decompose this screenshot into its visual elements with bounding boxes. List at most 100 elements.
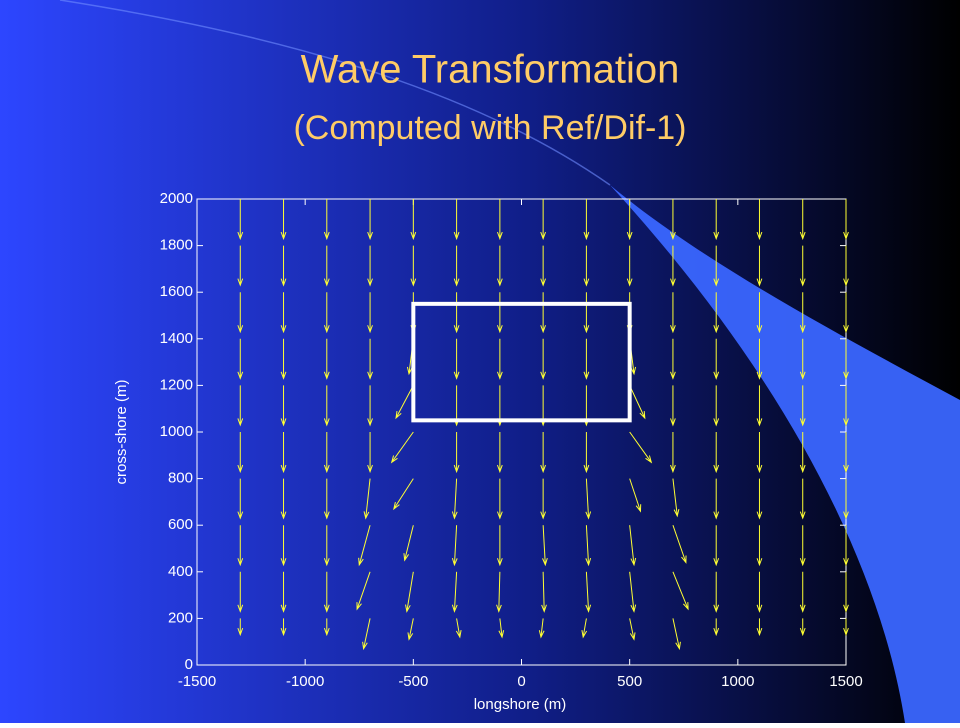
- vector-arrow: [280, 571, 287, 613]
- vector-arrow: [799, 571, 806, 613]
- vector-arrow: [496, 432, 503, 474]
- vector-arrow: [540, 338, 547, 380]
- vector-arrow: [237, 385, 244, 427]
- vector-arrow: [280, 338, 287, 380]
- vector-arrow: [393, 478, 414, 511]
- vector-arrow: [629, 571, 637, 613]
- vector-arrow: [713, 478, 720, 520]
- vector-arrow: [496, 199, 503, 241]
- vector-arrow: [843, 338, 849, 380]
- y-tick-label: 1400: [160, 330, 193, 347]
- vector-arrow: [583, 338, 590, 380]
- vector-arrow: [583, 432, 590, 474]
- vector-arrow: [237, 292, 244, 334]
- vector-arrow: [670, 385, 676, 427]
- y-tick-label: 1800: [160, 237, 193, 254]
- vector-arrow: [451, 571, 458, 613]
- vector-arrow: [843, 385, 849, 427]
- vector-arrow: [367, 199, 373, 241]
- vector-arrow: [358, 525, 371, 567]
- vector-arrow: [756, 245, 763, 287]
- vector-arrow: [542, 525, 548, 567]
- vector-arrow: [713, 571, 720, 613]
- vector-arrow: [540, 245, 547, 287]
- vector-arrow: [280, 292, 287, 334]
- y-tick-label: 1000: [160, 423, 193, 440]
- y-tick-label: 0: [185, 656, 193, 673]
- vector-arrow: [670, 199, 676, 241]
- vector-arrow: [540, 292, 547, 334]
- vector-arrow: [585, 525, 592, 567]
- vector-arrow: [672, 618, 681, 651]
- vector-arrow: [799, 618, 806, 637]
- vector-arrow: [713, 525, 720, 567]
- vector-arrow: [583, 292, 590, 334]
- vector-arrow: [756, 292, 763, 334]
- vector-arrow: [323, 432, 330, 474]
- decor-swoosh: [610, 185, 960, 723]
- vector-arrow: [713, 385, 720, 427]
- vector-arrow: [496, 478, 503, 520]
- vector-arrow: [455, 618, 462, 639]
- vector-arrow: [323, 478, 330, 520]
- vector-arrow: [367, 432, 373, 474]
- vector-arrow: [496, 571, 502, 613]
- x-axis-label: longshore (m): [474, 696, 567, 713]
- vector-arrow: [453, 199, 460, 241]
- vector-arrow: [410, 245, 417, 287]
- vector-arrow: [323, 199, 330, 241]
- y-tick-label: 200: [168, 609, 193, 626]
- vector-arrow: [496, 292, 503, 334]
- vector-arrow: [237, 571, 244, 613]
- vector-arrow: [756, 571, 763, 613]
- vector-arrow: [363, 478, 371, 520]
- vector-arrow: [670, 292, 676, 334]
- vector-arrow: [672, 478, 680, 518]
- vector-arrow: [672, 525, 687, 564]
- y-tick-label: 2000: [160, 190, 193, 207]
- y-tick-label: 1200: [160, 376, 193, 393]
- vector-arrow: [585, 478, 592, 520]
- vector-arrow: [583, 245, 590, 287]
- vector-arrow: [843, 199, 849, 241]
- vector-arrow: [323, 292, 330, 334]
- vector-arrow: [629, 618, 636, 641]
- vector-arrow: [323, 385, 330, 427]
- vector-arrow: [713, 338, 720, 380]
- vector-arrow: [407, 618, 414, 641]
- x-tick-label: -500: [398, 673, 428, 690]
- vector-arrow: [756, 618, 763, 637]
- vector-arrow: [629, 431, 653, 464]
- vector-arrow: [713, 292, 720, 334]
- vector-arrow: [713, 245, 720, 287]
- x-tick-label: -1500: [178, 673, 216, 690]
- decor-arc: [59, 0, 611, 186]
- vector-arrow: [626, 199, 633, 241]
- vector-arrow: [799, 199, 806, 241]
- vector-arrow: [395, 385, 414, 420]
- vector-arrow: [843, 292, 849, 334]
- vector-arrow: [799, 338, 806, 380]
- vector-arrow: [410, 199, 417, 241]
- vector-arrow: [498, 618, 505, 639]
- vector-arrow: [280, 245, 287, 287]
- vector-arrow: [843, 618, 849, 637]
- vector-arrow: [629, 525, 637, 567]
- x-tick-label: 1000: [721, 673, 754, 690]
- vector-arrow: [237, 525, 244, 567]
- vector-arrow: [453, 338, 460, 380]
- vector-arrow: [540, 478, 547, 520]
- vector-arrow: [323, 618, 330, 637]
- vector-arrow: [390, 431, 414, 464]
- vector-arrow: [581, 618, 588, 639]
- y-tick-label: 1600: [160, 283, 193, 300]
- vector-arrow: [540, 432, 547, 474]
- vector-arrow: [280, 618, 287, 637]
- vector-arrow: [237, 432, 244, 474]
- vector-arrow: [451, 525, 458, 567]
- vector-arrow: [843, 571, 849, 613]
- vector-arrow: [237, 338, 244, 380]
- vector-arrow: [453, 432, 460, 474]
- vector-arrow: [496, 338, 503, 380]
